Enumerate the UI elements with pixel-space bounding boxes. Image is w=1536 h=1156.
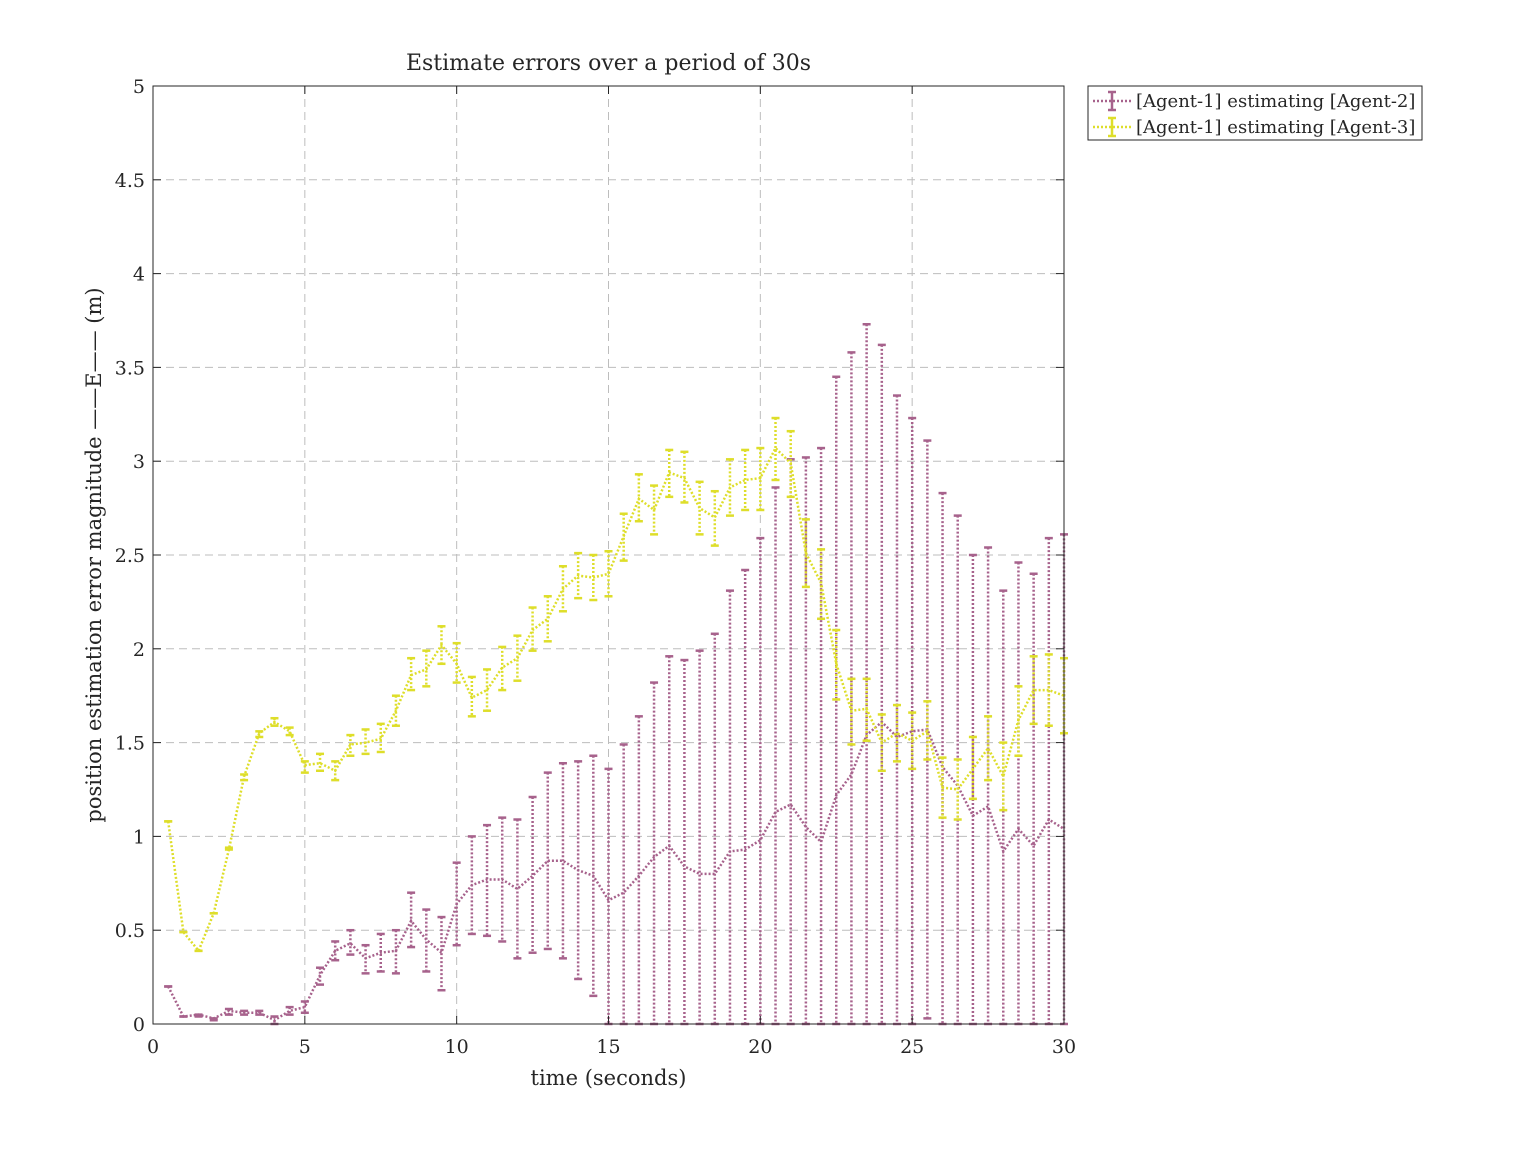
series-2 <box>164 416 1068 954</box>
x-tick-label: 0 <box>147 1036 159 1058</box>
y-tick-label: 3.5 <box>115 357 145 379</box>
y-tick-label: 0 <box>133 1014 145 1036</box>
legend-label: [Agent-1] estimating [Agent-2] <box>1136 91 1415 112</box>
y-tick-label: 5 <box>133 76 145 98</box>
y-tick-label: 0.5 <box>115 920 145 942</box>
axis-ticks: 0 5 10 15 20 25 30 0 0.5 1 1.5 2 2.5 3 3.5 4 4.5 5 <box>115 76 1076 1058</box>
y-tick-label: 1 <box>133 826 145 848</box>
y-tick-label: 2.5 <box>115 545 145 567</box>
legend: [Agent-1] estimating [Agent-2] [Agent-1] … <box>1087 85 1423 141</box>
series-line <box>166 446 1065 954</box>
x-axis-label: time (seconds) <box>531 1066 687 1090</box>
legend-entry-2: [Agent-1] estimating [Agent-3] <box>1093 116 1415 138</box>
x-tick-label: 20 <box>748 1036 772 1058</box>
y-tick-label: 4 <box>133 264 145 286</box>
chart-title: Estimate errors over a period of 30s <box>406 51 811 76</box>
x-tick-label: 25 <box>900 1036 924 1058</box>
y-tick-label: 4.5 <box>115 170 145 192</box>
x-tick-label: 10 <box>445 1036 469 1058</box>
legend-label: [Agent-1] estimating [Agent-3] <box>1136 117 1415 138</box>
legend-entry-1: [Agent-1] estimating [Agent-2] <box>1093 90 1415 112</box>
series-layer <box>164 323 1068 1026</box>
x-tick-label: 15 <box>596 1036 620 1058</box>
x-tick-label: 30 <box>1052 1036 1076 1058</box>
series-line <box>167 720 1065 1022</box>
y-tick-label: 3 <box>133 451 145 473</box>
y-axis-label: position estimation error magnitude ——E—… <box>82 287 106 822</box>
x-tick-label: 5 <box>299 1036 311 1058</box>
y-tick-label: 1.5 <box>115 733 145 755</box>
y-tick-label: 2 <box>133 639 145 661</box>
legend-box <box>1087 85 1423 141</box>
